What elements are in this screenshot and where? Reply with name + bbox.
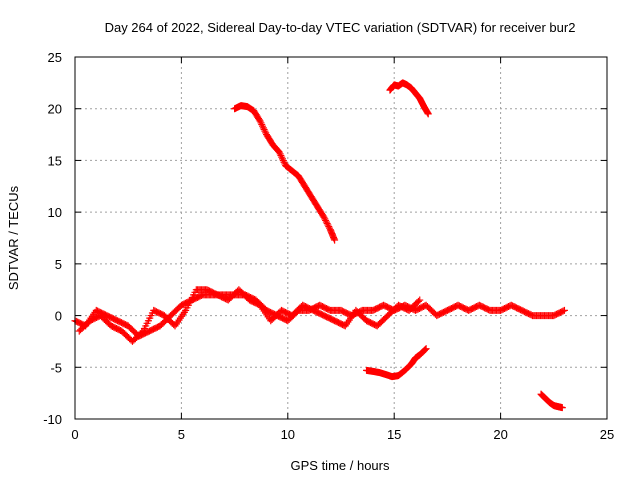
data-point-marker (322, 218, 330, 226)
data-point-marker (325, 223, 333, 231)
x-tick-label: 0 (71, 427, 78, 442)
axis-ticks: 0 5 10 15 20 25 -10 -5 0 5 10 15 20 25 (43, 50, 614, 442)
data-point-marker (259, 122, 267, 130)
series-arc-8-12 (231, 102, 339, 244)
series-dip-14-16 (363, 345, 430, 381)
x-axis-label: GPS time / hours (291, 458, 390, 473)
chart-title: Day 264 of 2022, Sidereal Day-to-day VTE… (105, 20, 576, 35)
data-point-marker (422, 345, 430, 353)
grid (75, 57, 607, 419)
data-point-marker (559, 307, 567, 315)
x-tick-label: 10 (281, 427, 295, 442)
data-point-marker (280, 158, 288, 166)
x-tick-label: 20 (493, 427, 507, 442)
series-main-band-b (75, 286, 424, 345)
y-axis-label: SDTVAR / TECUs (6, 185, 21, 290)
data-point-marker (560, 306, 568, 314)
y-tick-label: 20 (48, 102, 62, 117)
series-tail-22-23 (537, 390, 566, 412)
data-point-marker (322, 216, 330, 224)
y-tick-label: -5 (50, 360, 62, 375)
data-point-marker (416, 296, 424, 304)
data-point-marker (421, 346, 429, 354)
data-point-marker (321, 215, 329, 223)
data-point-marker (331, 236, 339, 244)
y-tick-label: 10 (48, 205, 62, 220)
data-point-marker (257, 119, 265, 127)
plot-frame (74, 56, 608, 420)
data-point-marker (414, 297, 422, 305)
data-point-marker (558, 404, 566, 412)
data-point-marker (421, 345, 429, 353)
x-tick-label: 5 (178, 427, 185, 442)
y-tick-label: 25 (48, 50, 62, 65)
y-tick-label: 5 (55, 257, 62, 272)
data-point-marker (260, 126, 268, 134)
y-tick-label: -10 (43, 412, 62, 427)
data-point-marker (277, 152, 285, 160)
data-point-marker (278, 155, 286, 163)
data-point-marker (276, 150, 284, 158)
data-point-marker (262, 129, 270, 137)
data-point-marker (324, 221, 332, 229)
data-point-marker (256, 117, 264, 125)
data-point-marker (258, 120, 266, 128)
data-point-marker (261, 127, 269, 135)
data-point-marker (275, 148, 283, 156)
x-tick-label: 25 (600, 427, 614, 442)
y-tick-label: 15 (48, 153, 62, 168)
data-point-marker (278, 153, 286, 161)
data-point-marker (323, 220, 331, 228)
y-tick-label: 0 (55, 309, 62, 324)
data-point-marker (424, 110, 432, 118)
x-tick-label: 15 (387, 427, 401, 442)
data-point-marker (259, 124, 267, 132)
data-point-marker (279, 157, 287, 165)
data-point-marker (138, 328, 146, 336)
series-arc-15-16 (386, 79, 432, 118)
data-point-marker (320, 213, 328, 221)
data-points (71, 79, 568, 412)
data-point-marker (255, 116, 263, 124)
